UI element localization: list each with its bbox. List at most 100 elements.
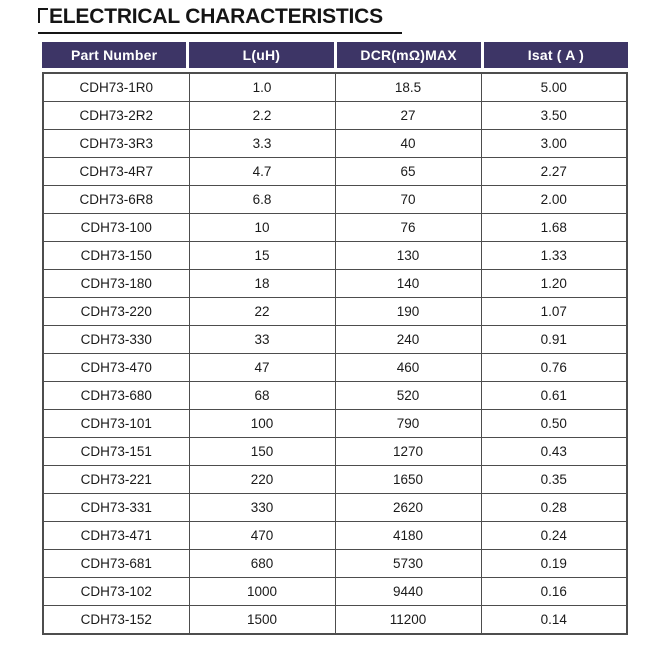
table-row: CDH73-101 100 790 0.50 [42,409,628,438]
table-row: CDH73-152 1500 11200 0.14 [42,605,628,635]
cell-dcr-max: 40 [334,129,482,158]
cell-dcr-max: 190 [334,297,482,326]
cell-dcr-max: 2620 [334,493,482,522]
cell-dcr-max: 70 [334,185,482,214]
cell-part-number: CDH73-151 [42,437,190,466]
title-corner-bracket-icon [38,8,48,23]
cell-part-number: CDH73-471 [42,521,190,550]
cell-inductance: 6.8 [188,185,336,214]
electrical-characteristics-table: Part Number L(uH) DCR(mΩ)MAX Isat ( A ) CDH… [42,42,628,635]
column-header-part-number: Part Number [42,42,187,68]
table-body-rows: CDH73-1R0 1.0 18.5 5.00 CDH73-2R2 2.2 27 3.50 CD… [42,72,628,635]
cell-dcr-max: 4180 [334,521,482,550]
cell-inductance: 2.2 [188,101,336,130]
cell-isat: 0.61 [480,381,628,410]
cell-part-number: CDH73-681 [42,549,190,578]
column-header-inductance: L(uH) [189,42,334,68]
table-row: CDH73-151 150 1270 0.43 [42,437,628,466]
cell-dcr-max: 5730 [334,549,482,578]
table-row: CDH73-221 220 1650 0.35 [42,465,628,494]
cell-inductance: 680 [188,549,336,578]
cell-inductance: 3.3 [188,129,336,158]
table-row: CDH73-330 33 240 0.91 [42,325,628,354]
column-header-isat: Isat ( A ) [483,42,628,68]
cell-part-number: CDH73-101 [42,409,190,438]
cell-isat: 3.50 [480,101,628,130]
cell-dcr-max: 240 [334,325,482,354]
cell-part-number: CDH73-1R0 [42,72,190,102]
table-row: CDH73-331 330 2620 0.28 [42,493,628,522]
cell-part-number: CDH73-150 [42,241,190,270]
table-row: CDH73-150 15 130 1.33 [42,241,628,270]
cell-isat: 0.14 [480,605,628,635]
cell-part-number: CDH73-4R7 [42,157,190,186]
table-row: CDH73-220 22 190 1.07 [42,297,628,326]
cell-inductance: 220 [188,465,336,494]
cell-isat: 0.28 [480,493,628,522]
cell-part-number: CDH73-102 [42,577,190,606]
table-row: CDH73-4R7 4.7 65 2.27 [42,157,628,186]
table-row: CDH73-681 680 5730 0.19 [42,549,628,578]
cell-part-number: CDH73-330 [42,325,190,354]
cell-isat: 1.33 [480,241,628,270]
cell-dcr-max: 460 [334,353,482,382]
table-row: CDH73-3R3 3.3 40 3.00 [42,129,628,158]
cell-dcr-max: 18.5 [334,72,482,102]
cell-dcr-max: 1650 [334,465,482,494]
cell-dcr-max: 130 [334,241,482,270]
cell-inductance: 47 [188,353,336,382]
cell-inductance: 330 [188,493,336,522]
cell-part-number: CDH73-180 [42,269,190,298]
cell-inductance: 470 [188,521,336,550]
cell-isat: 2.00 [480,185,628,214]
cell-part-number: CDH73-6R8 [42,185,190,214]
column-header-dcr-max: DCR(mΩ)MAX [336,42,481,68]
table-row: CDH73-470 47 460 0.76 [42,353,628,382]
cell-inductance: 68 [188,381,336,410]
table-row: CDH73-2R2 2.2 27 3.50 [42,101,628,130]
table-row: CDH73-6R8 6.8 70 2.00 [42,185,628,214]
cell-dcr-max: 1270 [334,437,482,466]
cell-isat: 0.76 [480,353,628,382]
cell-inductance: 150 [188,437,336,466]
cell-part-number: CDH73-220 [42,297,190,326]
cell-isat: 2.27 [480,157,628,186]
cell-dcr-max: 11200 [334,605,482,635]
cell-inductance: 4.7 [188,157,336,186]
cell-part-number: CDH73-680 [42,381,190,410]
cell-dcr-max: 140 [334,269,482,298]
cell-inductance: 1500 [188,605,336,635]
table-header-row: Part Number L(uH) DCR(mΩ)MAX Isat ( A ) [42,42,628,68]
cell-dcr-max: 520 [334,381,482,410]
table-row: CDH73-100 10 76 1.68 [42,213,628,242]
table-row: CDH73-680 68 520 0.61 [42,381,628,410]
cell-isat: 0.19 [480,549,628,578]
cell-isat: 0.24 [480,521,628,550]
cell-isat: 5.00 [480,72,628,102]
table-row: CDH73-102 1000 9440 0.16 [42,577,628,606]
cell-part-number: CDH73-221 [42,465,190,494]
cell-isat: 0.91 [480,325,628,354]
cell-isat: 0.16 [480,577,628,606]
cell-part-number: CDH73-3R3 [42,129,190,158]
cell-isat: 0.50 [480,409,628,438]
table-body: CDH73-1R0 1.0 18.5 5.00 CDH73-2R2 2.2 27 3.50 CD… [42,72,628,635]
cell-dcr-max: 27 [334,101,482,130]
cell-part-number: CDH73-470 [42,353,190,382]
cell-inductance: 1000 [188,577,336,606]
cell-part-number: CDH73-152 [42,605,190,635]
cell-isat: 0.43 [480,437,628,466]
cell-inductance: 1.0 [188,72,336,102]
cell-inductance: 100 [188,409,336,438]
cell-inductance: 33 [188,325,336,354]
cell-inductance: 15 [188,241,336,270]
cell-inductance: 22 [188,297,336,326]
cell-isat: 1.68 [480,213,628,242]
cell-dcr-max: 76 [334,213,482,242]
cell-dcr-max: 790 [334,409,482,438]
cell-isat: 1.20 [480,269,628,298]
cell-dcr-max: 65 [334,157,482,186]
table-row: CDH73-471 470 4180 0.24 [42,521,628,550]
section-title-block: ELECTRICAL CHARACTERISTICS [38,5,402,34]
